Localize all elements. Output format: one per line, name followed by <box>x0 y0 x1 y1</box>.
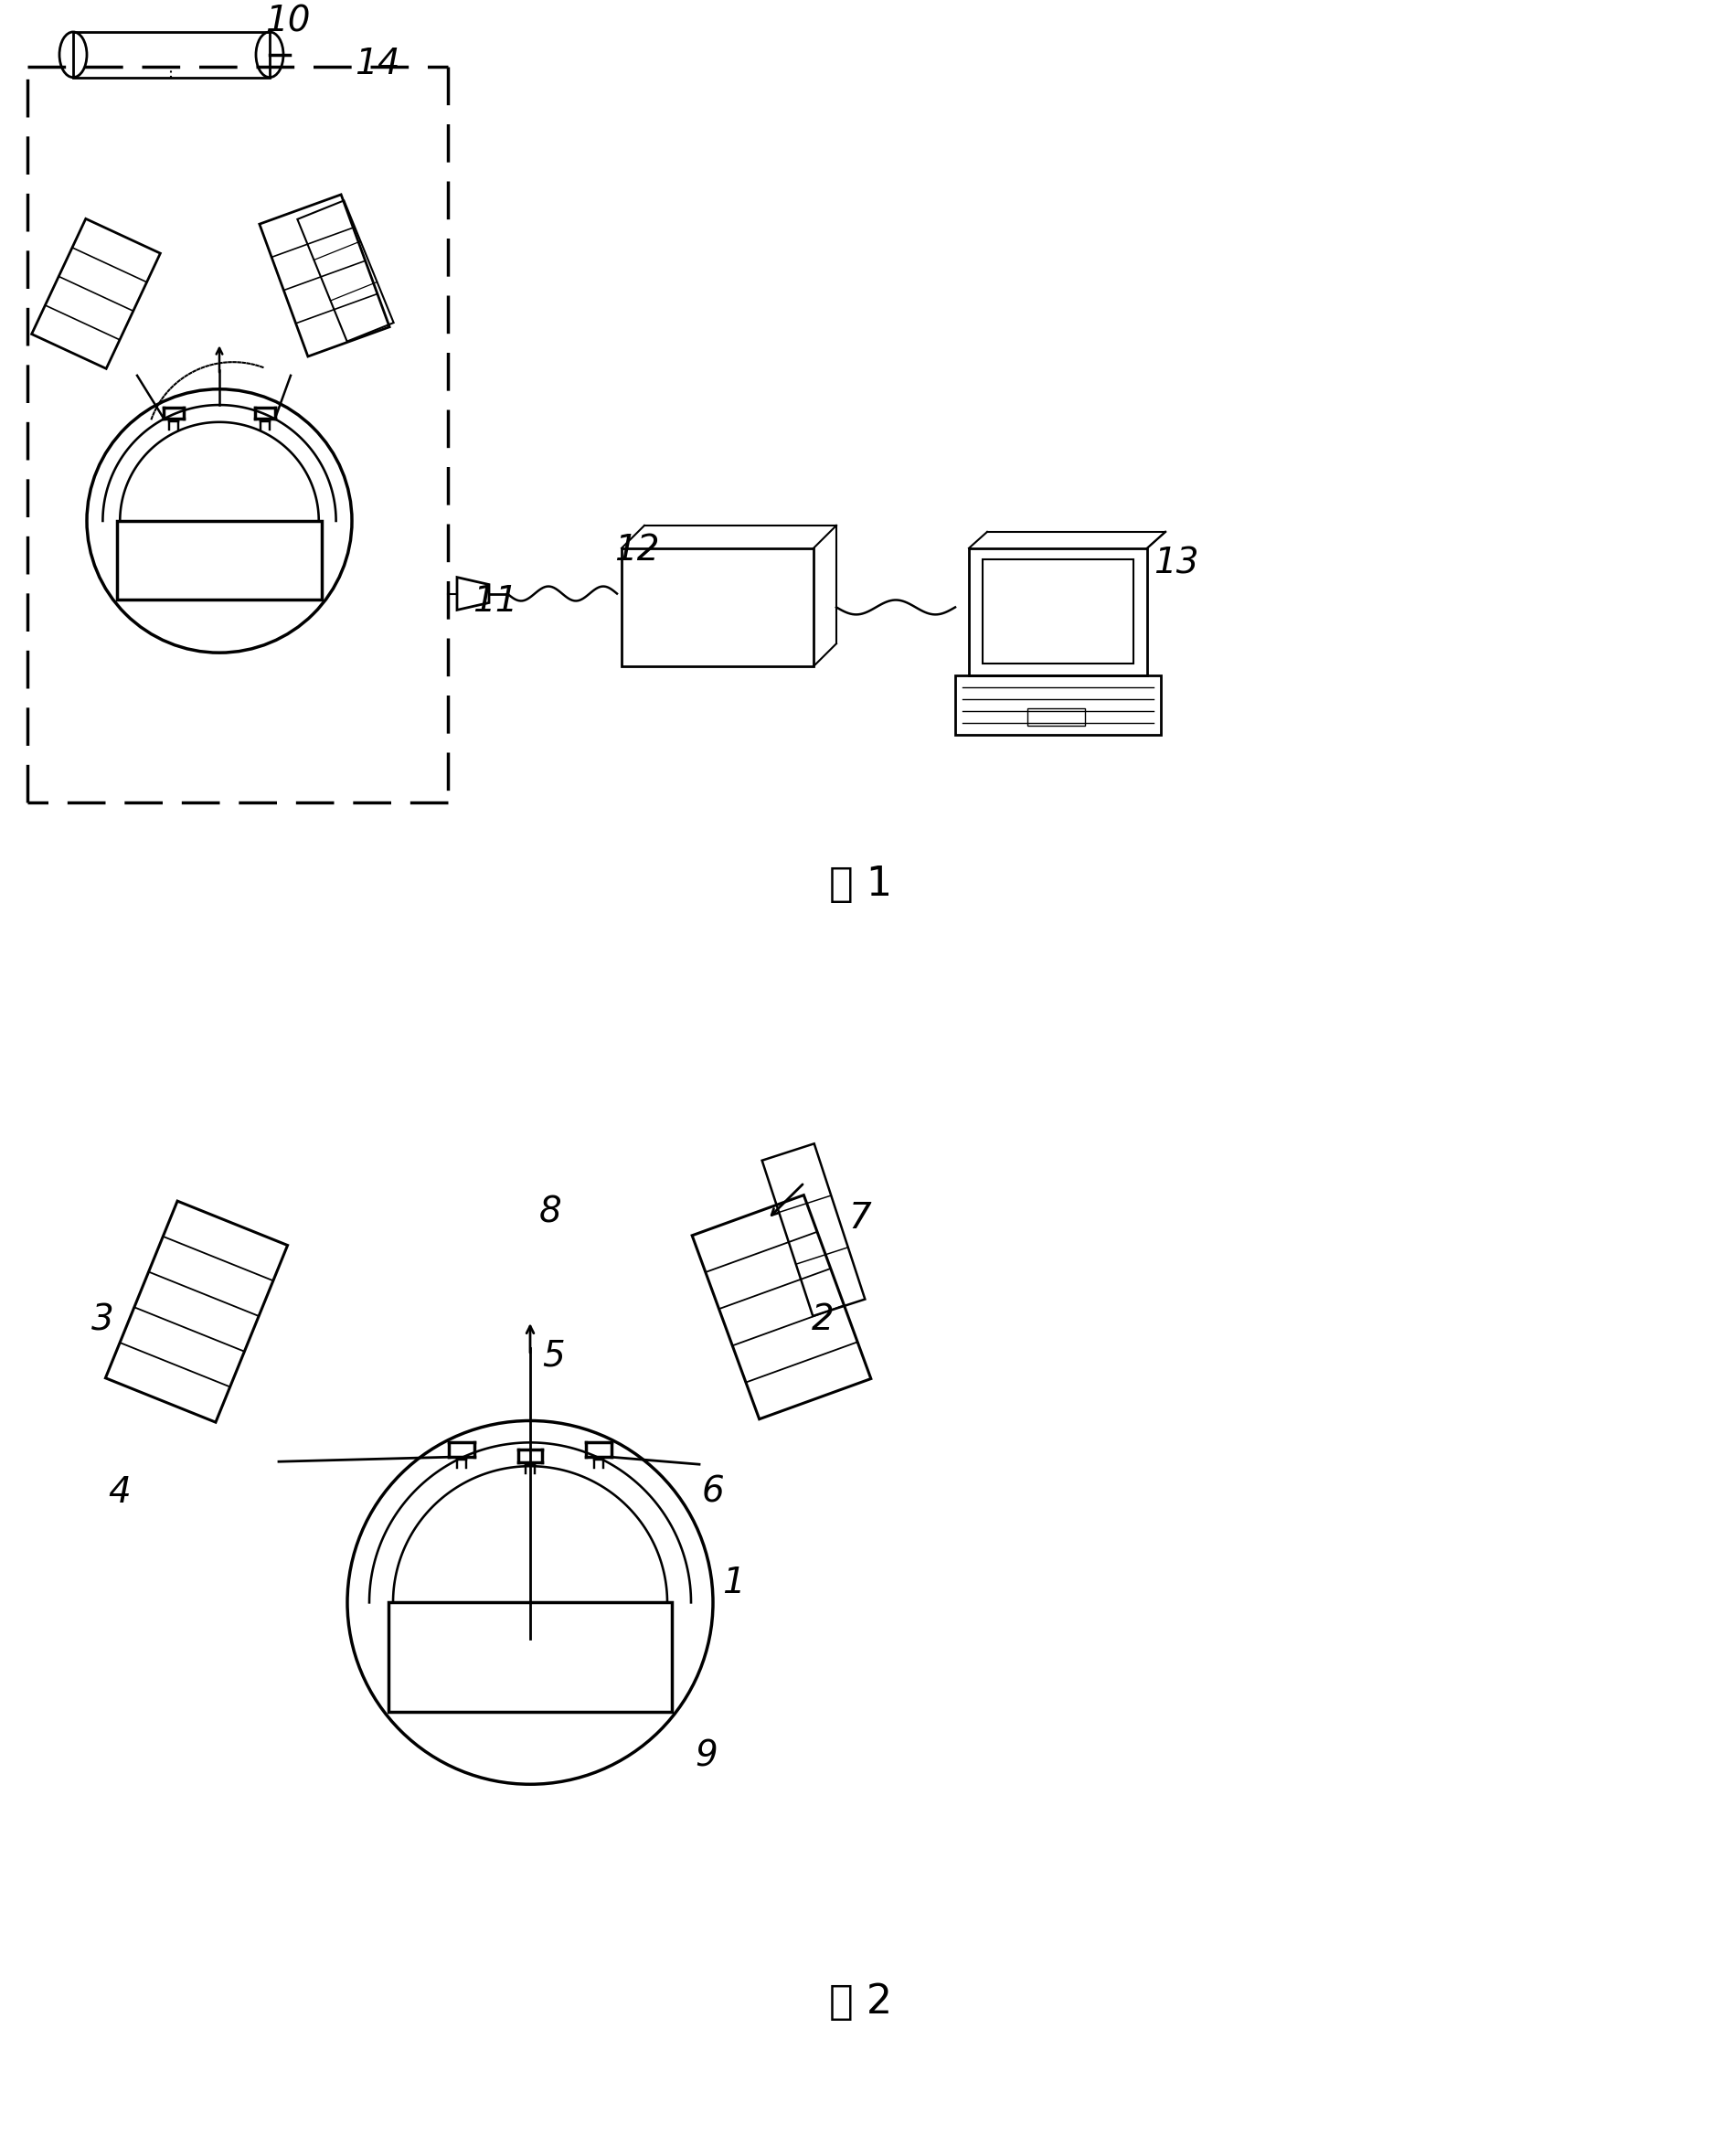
Text: 11: 11 <box>472 584 519 619</box>
Text: 12: 12 <box>613 533 660 567</box>
Text: 4: 4 <box>109 1475 131 1509</box>
Bar <box>72 32 269 78</box>
Text: 10: 10 <box>265 4 310 39</box>
Bar <box>117 522 322 599</box>
Text: 5: 5 <box>543 1339 565 1373</box>
Bar <box>982 558 1134 664</box>
Text: 图 1: 图 1 <box>829 865 893 903</box>
Text: 14: 14 <box>355 45 400 82</box>
Bar <box>968 548 1148 675</box>
Text: 13: 13 <box>1153 545 1199 580</box>
Text: 7: 7 <box>848 1201 870 1235</box>
Text: 9: 9 <box>694 1738 717 1774</box>
Text: 1: 1 <box>722 1565 744 1600</box>
Bar <box>622 548 813 666</box>
Bar <box>955 675 1161 735</box>
Text: 6: 6 <box>701 1475 725 1509</box>
Text: 图 2: 图 2 <box>829 1984 893 2022</box>
Text: 2: 2 <box>812 1302 834 1337</box>
Text: 8: 8 <box>539 1194 562 1229</box>
Text: 3: 3 <box>91 1302 114 1337</box>
Bar <box>1027 707 1085 727</box>
Bar <box>388 1602 672 1712</box>
